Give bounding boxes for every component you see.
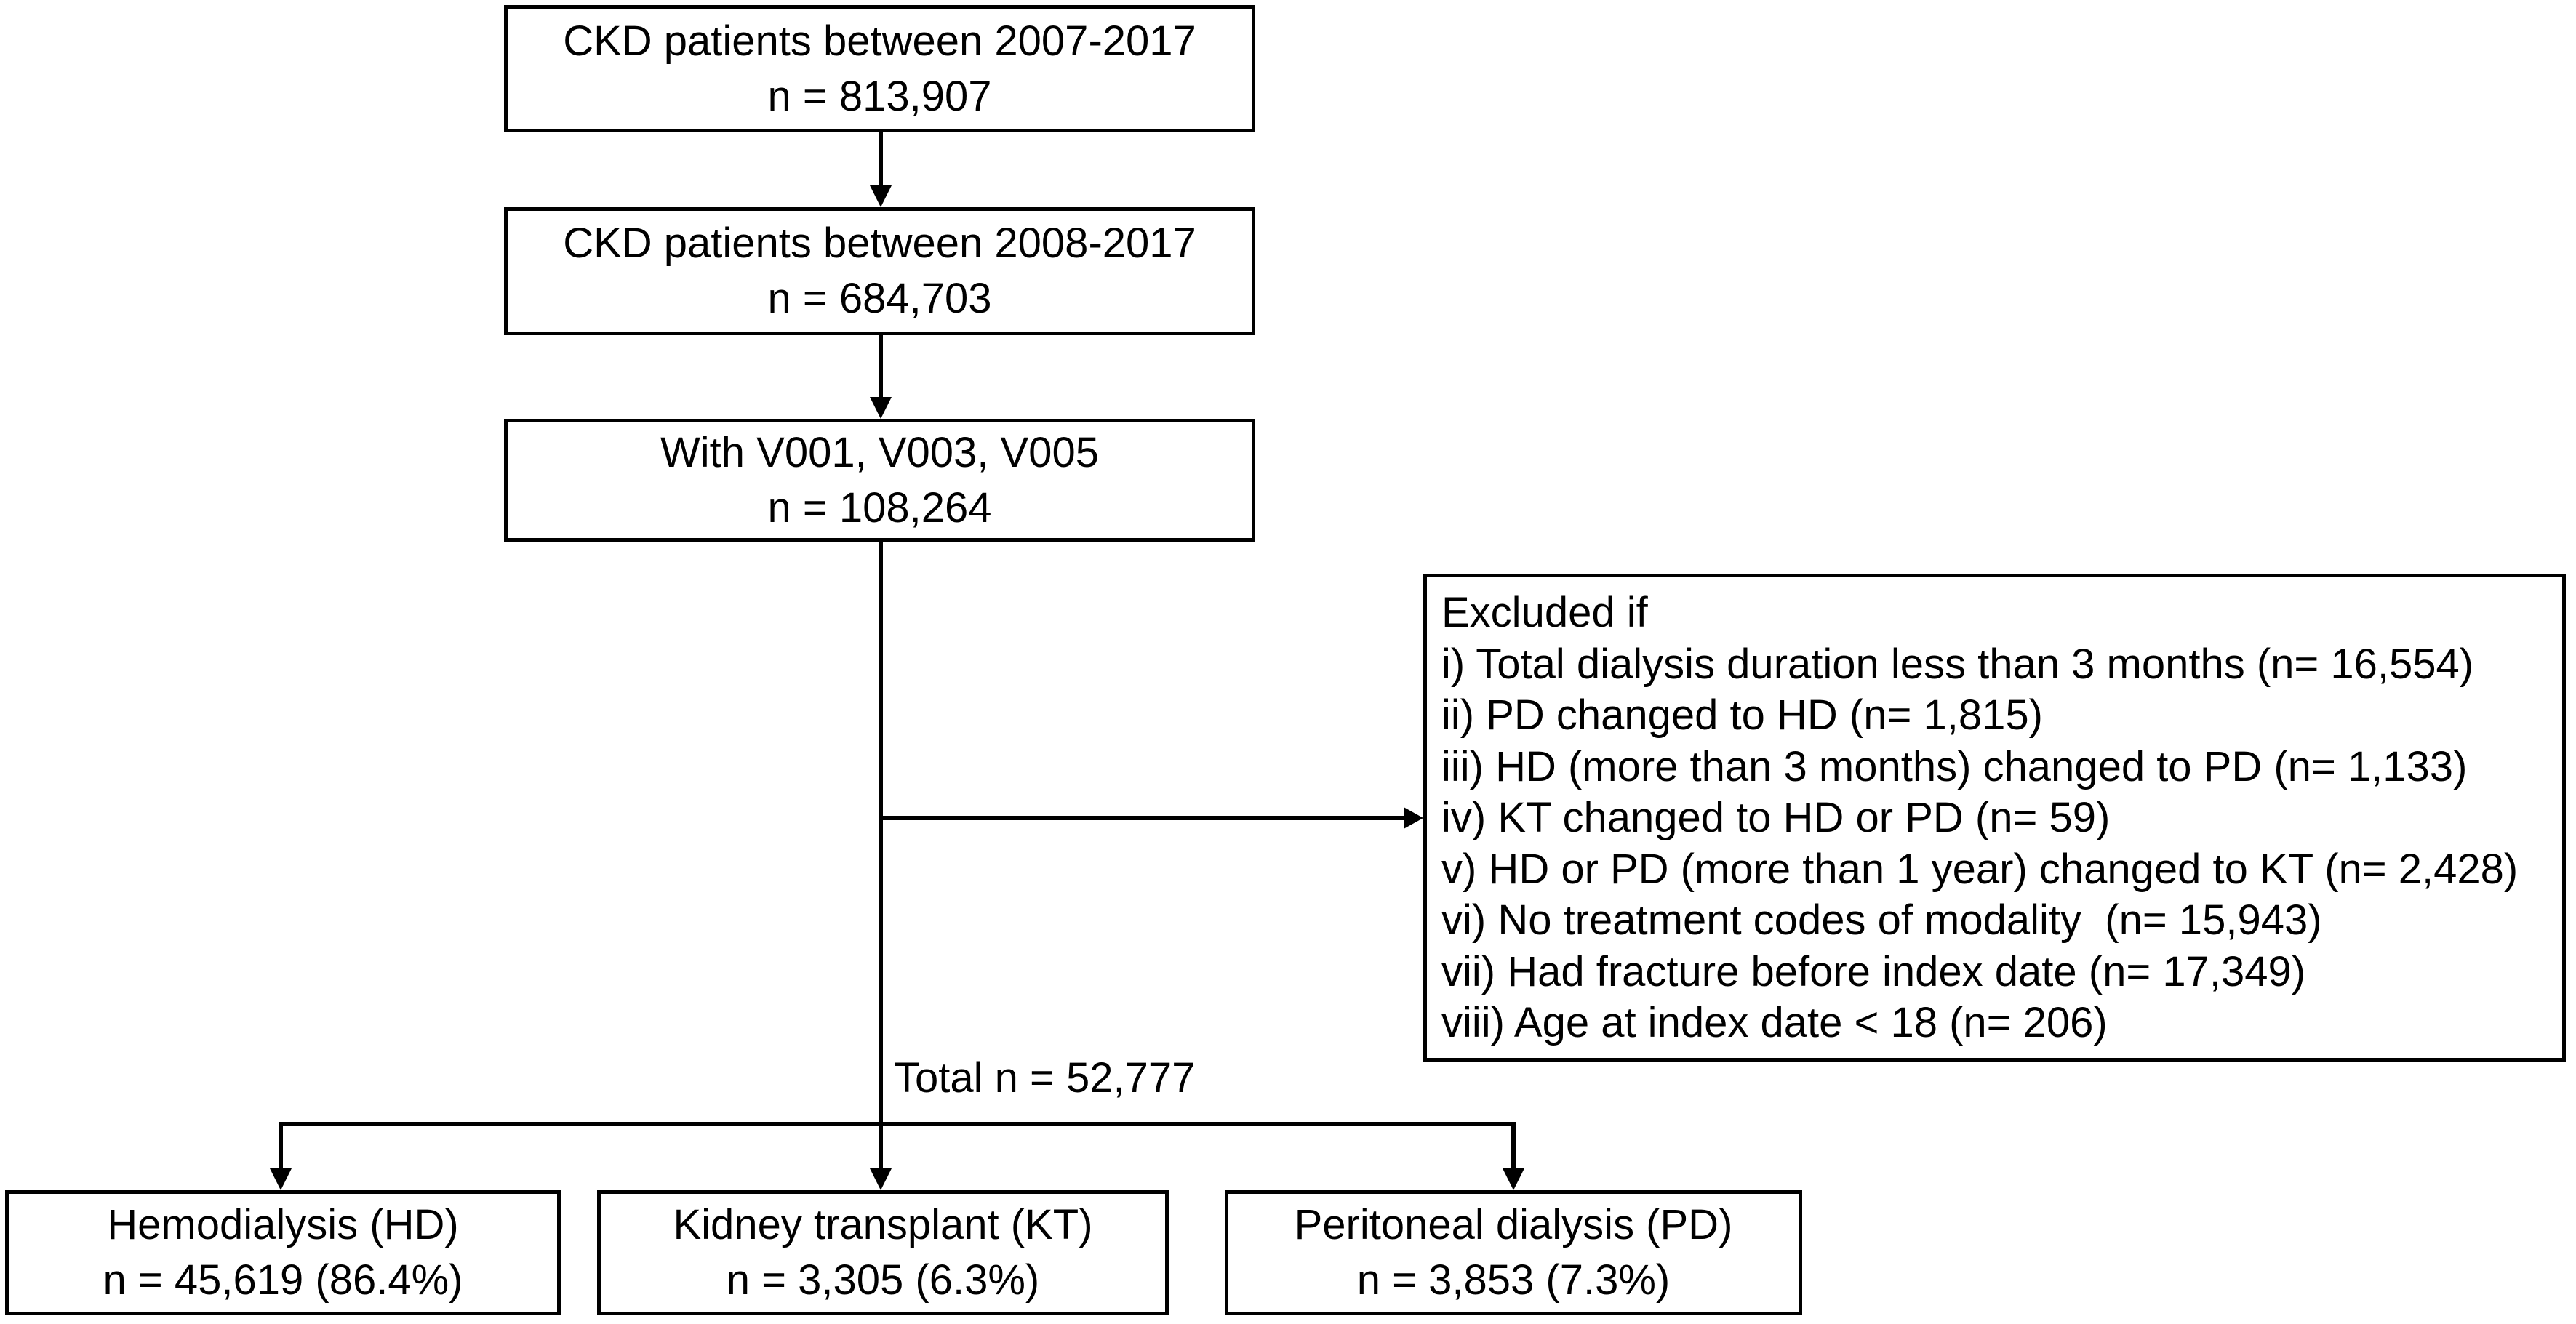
arrowhead-down-2 bbox=[870, 397, 892, 419]
branch-line-left bbox=[279, 1122, 283, 1171]
box-hemodialysis: Hemodialysis (HD) n = 45,619 (86.4%) bbox=[5, 1190, 561, 1315]
box-hemodialysis-count: n = 45,619 (86.4%) bbox=[103, 1256, 463, 1304]
box-peritoneal-dialysis-label: Peritoneal dialysis (PD) bbox=[1294, 1201, 1733, 1248]
box-ckd-2008-2017-count: n = 684,703 bbox=[767, 275, 992, 322]
box-v-codes: With V001, V003, V005 n = 108,264 bbox=[504, 419, 1255, 542]
box-kidney-transplant: Kidney transplant (KT) n = 3,305 (6.3%) bbox=[597, 1190, 1169, 1315]
exclusion-item-7: vii) Had fracture before index date (n= … bbox=[1441, 947, 2306, 995]
arrowhead-down-kt bbox=[870, 1168, 892, 1190]
arrowhead-down-hd bbox=[270, 1168, 292, 1190]
exclusion-item-1: i) Total dialysis duration less than 3 m… bbox=[1441, 640, 2474, 688]
connector-line-1 bbox=[879, 132, 883, 189]
exclusion-item-5: v) HD or PD (more than 1 year) changed t… bbox=[1441, 845, 2519, 893]
exclusion-title: Excluded if bbox=[1441, 589, 1648, 636]
arrowhead-down-1 bbox=[870, 185, 892, 207]
arrowhead-right-exclusion bbox=[1404, 807, 1423, 829]
exclusion-item-6: vi) No treatment codes of modality (n= 1… bbox=[1441, 896, 2322, 944]
box-ckd-2008-2017: CKD patients between 2008-2017 n = 684,7… bbox=[504, 207, 1255, 335]
exclusion-item-4: iv) KT changed to HD or PD (n= 59) bbox=[1441, 794, 2111, 841]
box-hemodialysis-label: Hemodialysis (HD) bbox=[107, 1201, 459, 1248]
box-ckd-2007-2017: CKD patients between 2007-2017 n = 813,9… bbox=[504, 5, 1255, 132]
exclusion-item-3: iii) HD (more than 3 months) changed to … bbox=[1441, 742, 2468, 790]
box-kidney-transplant-count: n = 3,305 (6.3%) bbox=[726, 1256, 1040, 1304]
box-ckd-2007-2017-count: n = 813,907 bbox=[767, 72, 992, 120]
box-v-codes-label: With V001, V003, V005 bbox=[660, 428, 1099, 476]
box-kidney-transplant-label: Kidney transplant (KT) bbox=[673, 1201, 1093, 1248]
exclusion-item-2: ii) PD changed to HD (n= 1,815) bbox=[1441, 691, 2043, 739]
branch-horizontal-line bbox=[279, 1122, 1516, 1126]
exclusion-box: Excluded if i) Total dialysis duration l… bbox=[1423, 574, 2566, 1062]
total-n-label: Total n = 52,777 bbox=[894, 1054, 1196, 1102]
box-v-codes-count: n = 108,264 bbox=[767, 484, 992, 531]
connector-main-line bbox=[879, 542, 883, 1171]
box-peritoneal-dialysis-count: n = 3,853 (7.3%) bbox=[1356, 1256, 1671, 1304]
box-ckd-2008-2017-label: CKD patients between 2008-2017 bbox=[563, 220, 1196, 267]
connector-exclusion-line bbox=[881, 816, 1407, 820]
box-peritoneal-dialysis: Peritoneal dialysis (PD) n = 3,853 (7.3%… bbox=[1225, 1190, 1802, 1315]
branch-line-right bbox=[1511, 1122, 1516, 1171]
exclusion-item-8: viii) Age at index date < 18 (n= 206) bbox=[1441, 999, 2108, 1046]
box-ckd-2007-2017-label: CKD patients between 2007-2017 bbox=[563, 17, 1196, 65]
arrowhead-down-pd bbox=[1503, 1168, 1524, 1190]
connector-line-2 bbox=[879, 335, 883, 401]
